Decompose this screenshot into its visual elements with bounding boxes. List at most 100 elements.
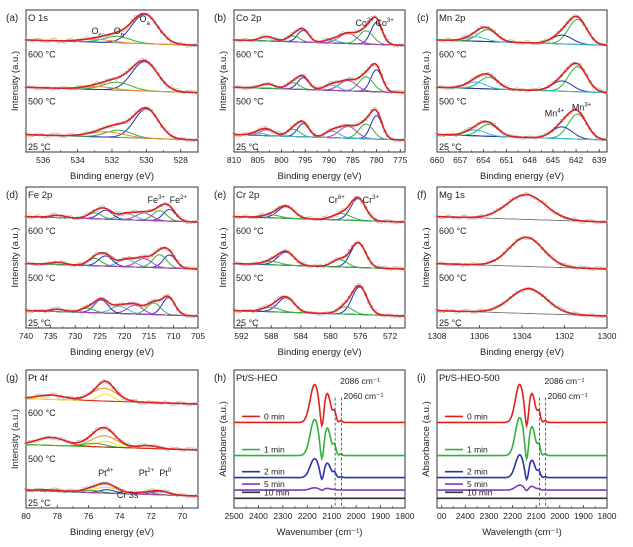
x-tick-label: 715 (142, 331, 156, 341)
panel-d: 740 735 730 725 720 715 710 705 Binding energy (… (6, 186, 205, 358)
panel-b: 810 805 800 795 790 785 780 775 Binding energy (… (214, 9, 408, 182)
x-axis-label: Binding energy (eV) (480, 347, 564, 358)
plot-frame (25, 369, 199, 509)
fit-envelope (437, 108, 608, 141)
fit-envelope (25, 426, 198, 451)
fit-envelope (437, 62, 608, 94)
panel-f: 1308 1306 1304 1302 1300 Binding energy (eV) I… (417, 186, 617, 358)
x-tick-label: 2500 (225, 511, 244, 521)
peak-label: Oc (92, 26, 102, 39)
x-tick-label: 2200 (503, 511, 522, 521)
peak-label: Mn4+ (545, 109, 565, 119)
x-tick-label: 2300 (479, 511, 498, 521)
legend-label: 2 min (264, 467, 285, 477)
x-tick-label: 1800 (396, 511, 415, 521)
x-tick-label: 2400 (456, 511, 475, 521)
series-label: 25 °C (28, 142, 51, 152)
fit-envelope (26, 295, 198, 317)
x-tick-label: 584 (294, 331, 308, 341)
panel-c: 660 657 654 651 648 645 642 639 Binding energy (… (417, 9, 608, 182)
x-tick-label: 2000 (347, 511, 366, 521)
fit-envelope (437, 236, 607, 270)
x-tick-label: 532 (105, 155, 119, 165)
fit-component-1 (437, 80, 608, 94)
x-tick-label: 576 (353, 331, 367, 341)
fit-component-0 (437, 113, 608, 141)
panel-title: Pt/S-HEO-500 (439, 373, 500, 384)
peak-label: Pt4+ (98, 468, 114, 478)
panel-label: (d) (6, 190, 18, 201)
series-label: 25 °C (236, 318, 259, 328)
x-axis-label: Binding energy (eV) (70, 347, 154, 358)
peak-label: Co2+ (355, 18, 374, 28)
data-point (502, 251, 506, 255)
data-point (559, 28, 563, 32)
x-tick-label: 740 (19, 331, 33, 341)
data-point (363, 24, 368, 29)
x-tick-label: 657 (453, 155, 467, 165)
annotation-2060: 2060 cm⁻¹ (548, 391, 588, 401)
x-tick-label: 1306 (470, 331, 489, 341)
ir-series-0 (437, 383, 607, 429)
x-tick-label: 72 (146, 511, 156, 521)
plot-frame (233, 186, 406, 329)
x-tick-label: 642 (569, 155, 583, 165)
x-tick-label: 2100 (527, 511, 546, 521)
fit-envelope (234, 62, 406, 94)
x-tick-label: 534 (71, 155, 85, 165)
legend-label: 5 min (264, 479, 285, 489)
x-tick-label: 800 (274, 155, 288, 165)
series-label: 600 °C (439, 49, 467, 59)
legend-label: 10 min (264, 487, 290, 497)
panel-h: 2500 2400 2300 2200 2100 2000 1900 1800 Wavenumb… (214, 369, 415, 538)
x-tick-label: 536 (36, 155, 50, 165)
x-tick-label: 530 (139, 155, 153, 165)
x-tick-label: 2100 (322, 511, 341, 521)
x-tick-label: 780 (369, 155, 383, 165)
x-tick-label: 730 (68, 331, 82, 341)
legend-label: 10 min (467, 487, 493, 497)
x-tick-label: 785 (346, 155, 360, 165)
fit-envelope (25, 380, 198, 405)
data-point (150, 64, 154, 68)
peak-label: Co3+ (375, 18, 394, 28)
series-label: 600 °C (28, 226, 56, 236)
panel-title: Mg 1s (439, 190, 465, 201)
series-label: 25 °C (28, 498, 51, 508)
fit-envelope (233, 16, 405, 47)
x-tick-label: 00 (437, 511, 447, 521)
x-tick-label: 705 (191, 331, 205, 341)
panel-title: Pt/S-HEO (236, 373, 278, 384)
x-tick-label: 1308 (428, 331, 447, 341)
x-tick-label: 654 (476, 155, 490, 165)
x-tick-label: 1302 (555, 331, 574, 341)
data-point (296, 306, 300, 310)
y-axis-label: Intensity (a.u.) (218, 227, 229, 287)
fit-component-2 (233, 32, 405, 46)
series-label: 25 °C (236, 142, 259, 152)
y-axis-label: Intensity (a.u.) (421, 51, 432, 111)
panel-title: O 1s (28, 13, 48, 24)
panel-label: (c) (417, 13, 429, 24)
x-tick-label: 80 (21, 511, 31, 521)
series-label: 600 °C (439, 226, 467, 236)
panel-g: 80 78 76 74 72 70 Binding energy (eV) Intensity… (6, 369, 199, 538)
fit-envelope (436, 15, 608, 46)
x-tick-label: 810 (227, 155, 241, 165)
x-axis-label: Binding energy (eV) (70, 527, 154, 538)
x-tick-label: 720 (117, 331, 131, 341)
x-tick-label: 1304 (513, 331, 532, 341)
peak-label: Fe2+ (170, 195, 188, 205)
peak-label: Fe3+ (148, 195, 166, 205)
legend-label: 2 min (467, 467, 488, 477)
y-axis-label: Absorbance (a.u.) (218, 401, 229, 477)
ir-series-0 (234, 383, 405, 429)
legend-label: 1 min (467, 445, 488, 455)
panel-i: 00 2400 2300 2200 2100 2000 1900 1800 Wavelength… (417, 369, 617, 538)
data-point (338, 306, 342, 310)
fit-component-5 (234, 128, 405, 141)
fit-envelope (26, 482, 198, 497)
y-axis-label: Intensity (a.u.) (10, 409, 21, 469)
x-axis-label: Binding energy (eV) (70, 171, 154, 182)
x-tick-label: 805 (251, 155, 265, 165)
